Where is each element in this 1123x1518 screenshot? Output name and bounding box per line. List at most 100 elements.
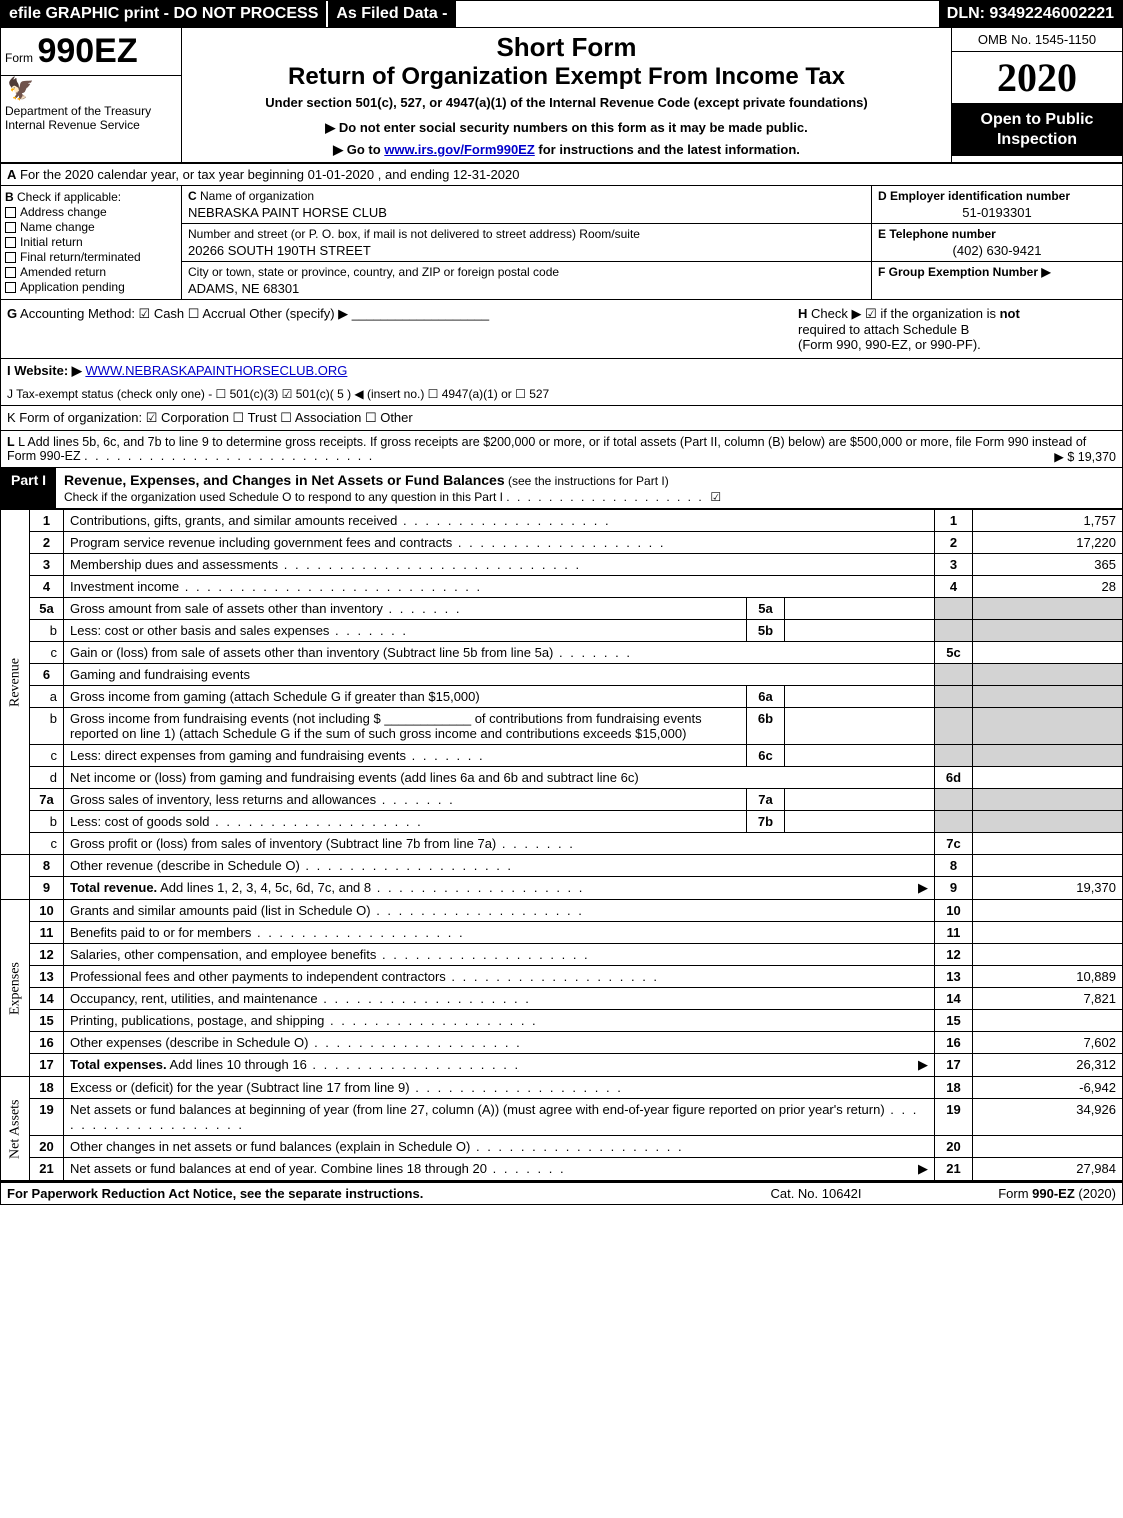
table-row: 16 Other expenses (describe in Schedule …	[1, 1032, 1123, 1054]
efile-label: efile GRAPHIC print - DO NOT PROCESS	[1, 1, 326, 27]
h-label: H	[798, 306, 807, 321]
chk-final-return[interactable]: Final return/terminated	[5, 250, 177, 264]
i-label: I Website: ▶	[7, 363, 82, 378]
checkbox-icon	[5, 282, 16, 293]
table-row: b Less: cost or other basis and sales ex…	[1, 620, 1123, 642]
form-number: 990EZ	[37, 32, 137, 70]
chk-app-pending[interactable]: Application pending	[5, 280, 177, 294]
line-i: I Website: ▶ WWW.NEBRASKAPAINTHORSECLUB.…	[0, 359, 1123, 383]
footer-left: For Paperwork Reduction Act Notice, see …	[7, 1186, 716, 1201]
table-row: Revenue 1 Contributions, gifts, grants, …	[1, 510, 1123, 532]
form-number-box: Form 990EZ	[1, 28, 181, 76]
chk-initial-return[interactable]: Initial return	[5, 235, 177, 249]
col-def: D Employer identification number 51-0193…	[872, 186, 1122, 299]
table-row: b Gross income from fundraising events (…	[1, 708, 1123, 745]
part1-header: Part I Revenue, Expenses, and Changes in…	[0, 468, 1123, 509]
col-c: C Name of organization NEBRASKA PAINT HO…	[181, 186, 872, 299]
table-row: b Less: cost of goods sold 7b	[1, 811, 1123, 833]
table-row: 4 Investment income 4 28	[1, 576, 1123, 598]
table-row: d Net income or (loss) from gaming and f…	[1, 767, 1123, 789]
goto-post: for instructions and the latest informat…	[535, 142, 800, 157]
line-k: K Form of organization: ☑ Corporation ☐ …	[0, 406, 1123, 431]
page-footer: For Paperwork Reduction Act Notice, see …	[0, 1181, 1123, 1205]
h-cell: H Check ▶ ☑ if the organization is not r…	[792, 300, 1122, 358]
return-title: Return of Organization Exempt From Incom…	[188, 63, 945, 91]
org-name: NEBRASKA PAINT HORSE CLUB	[188, 203, 865, 220]
table-row: 6 Gaming and fundraising events	[1, 664, 1123, 686]
dots-icon	[307, 1057, 520, 1072]
org-street: 20266 SOUTH 190TH STREET	[188, 241, 865, 258]
dots-icon	[371, 903, 584, 918]
dots-icon	[410, 1080, 623, 1095]
tax-year: 2020	[952, 52, 1122, 104]
asfiled-label: As Filed Data -	[326, 1, 455, 27]
f-group: F Group Exemption Number ▶	[872, 262, 1122, 282]
table-row: 17 Total expenses. Add lines 10 through …	[1, 1054, 1123, 1077]
bcde-row: B Check if applicable: Address change Na…	[0, 186, 1123, 300]
schedule-o-checkbox: ☑	[710, 490, 721, 504]
table-row: c Gain or (loss) from sale of assets oth…	[1, 642, 1123, 664]
dots-icon	[371, 880, 584, 895]
table-row: Net Assets 18 Excess or (deficit) for th…	[1, 1077, 1123, 1099]
omb-number: OMB No. 1545-1150	[952, 28, 1122, 52]
form-prefix: Form	[5, 51, 33, 65]
g-label: G	[7, 306, 17, 321]
dln-label: DLN: 93492246002221	[939, 1, 1122, 27]
h-text3: (Form 990, 990-EZ, or 990-PF).	[798, 337, 981, 352]
table-row: 9 Total revenue. Total revenue. Add line…	[1, 877, 1123, 900]
open-public-badge: Open to Public Inspection	[952, 104, 1122, 156]
table-row: a Gross income from gaming (attach Sched…	[1, 686, 1123, 708]
b-heading: Check if applicable:	[17, 190, 121, 204]
dots-icon	[376, 792, 455, 807]
dots-icon	[300, 858, 513, 873]
header-col-center: Short Form Return of Organization Exempt…	[181, 28, 952, 162]
dots-icon	[376, 947, 589, 962]
b-label: B	[5, 190, 14, 204]
dots-icon	[470, 1139, 683, 1154]
goto-link[interactable]: www.irs.gov/Form990EZ	[384, 142, 535, 157]
chk-address-change[interactable]: Address change	[5, 205, 177, 219]
dots-icon	[506, 490, 703, 504]
netassets-side-label: Net Assets	[1, 1077, 30, 1181]
line-j: J Tax-exempt status (check only one) - ☐…	[0, 383, 1123, 406]
dots-icon	[329, 623, 408, 638]
table-row: 21 Net assets or fund balances at end of…	[1, 1158, 1123, 1181]
dots-icon	[406, 748, 485, 763]
c-name: C Name of organization NEBRASKA PAINT HO…	[182, 186, 871, 224]
dots-icon	[496, 836, 575, 851]
dept-text: Department of the Treasury Internal Reve…	[1, 102, 181, 138]
table-row: 20 Other changes in net assets or fund b…	[1, 1136, 1123, 1158]
dots-icon	[179, 579, 482, 594]
dots-icon	[397, 513, 610, 528]
under-section: Under section 501(c), 527, or 4947(a)(1)…	[188, 95, 945, 110]
footer-mid: Cat. No. 10642I	[716, 1186, 916, 1201]
header-col-left: Form 990EZ 🦅 Department of the Treasury …	[1, 28, 181, 162]
line-a: A For the 2020 calendar year, or tax yea…	[0, 164, 1123, 186]
checkbox-icon	[5, 207, 16, 218]
dots-icon	[308, 1035, 521, 1050]
goto-line: ▶ Go to www.irs.gov/Form990EZ for instru…	[188, 142, 945, 158]
table-row: 7a Gross sales of inventory, less return…	[1, 789, 1123, 811]
arrow-icon: ▶	[918, 880, 928, 896]
form-header: Form 990EZ 🦅 Department of the Treasury …	[0, 28, 1123, 164]
chk-amended[interactable]: Amended return	[5, 265, 177, 279]
f-label: F Group Exemption Number ▶	[878, 265, 1051, 279]
table-row: 13 Professional fees and other payments …	[1, 966, 1123, 988]
dots-icon	[209, 814, 422, 829]
dots-icon	[553, 645, 632, 660]
g-cell: G Accounting Method: ☑ Cash ☐ Accrual Ot…	[1, 300, 792, 358]
table-row: 8 Other revenue (describe in Schedule O)…	[1, 855, 1123, 877]
line-a-text: For the 2020 calendar year, or tax year …	[20, 167, 519, 182]
c-city: City or town, state or province, country…	[182, 262, 871, 299]
part1-title: Revenue, Expenses, and Changes in Net As…	[56, 468, 1122, 508]
c-street-label: Number and street (or P. O. box, if mail…	[188, 227, 640, 241]
l-amount: ▶ $ 19,370	[1054, 449, 1116, 464]
lines-table: Revenue 1 Contributions, gifts, grants, …	[0, 509, 1123, 1181]
dots-icon	[324, 1013, 537, 1028]
website-link[interactable]: WWW.NEBRASKAPAINTHORSECLUB.ORG	[85, 363, 347, 378]
c-name-label: Name of organization	[200, 189, 314, 203]
chk-name-change[interactable]: Name change	[5, 220, 177, 234]
table-row: 19 Net assets or fund balances at beginn…	[1, 1099, 1123, 1136]
short-form-title: Short Form	[188, 32, 945, 63]
donot-ssn: ▶ Do not enter social security numbers o…	[188, 120, 945, 136]
